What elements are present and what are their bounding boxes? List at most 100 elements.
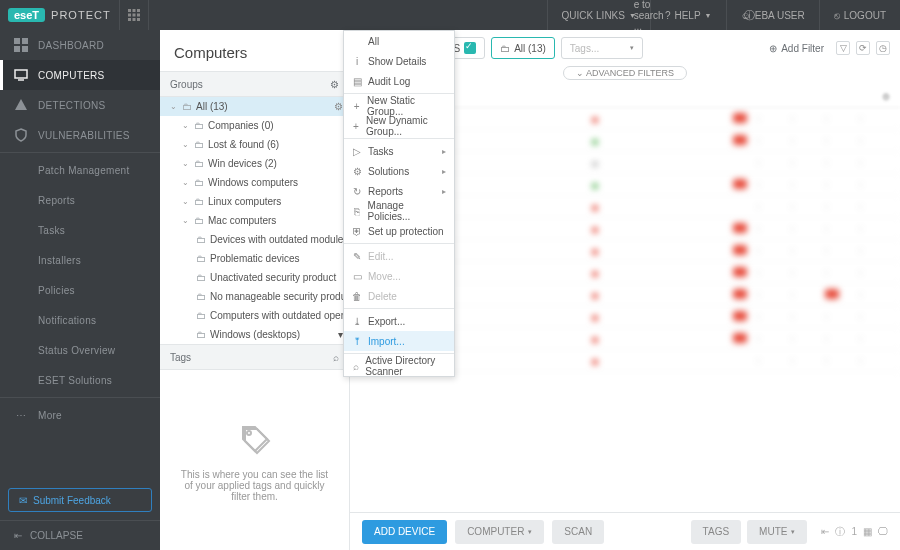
submit-feedback-button[interactable]: ✉Submit Feedback [8, 488, 152, 512]
gear-icon[interactable]: ⚙ [330, 79, 339, 90]
label: Add Filter [781, 43, 824, 54]
chevron-down-icon: ⌄ [182, 159, 190, 168]
tags-button[interactable]: TAGS [691, 520, 741, 544]
sidebar-item-reports[interactable]: Reports [0, 185, 160, 215]
ctx-item-ad-scanner[interactable]: ⌕Active Directory Scanner [344, 356, 454, 376]
tasks-icon [14, 223, 28, 237]
sidebar-item-detections[interactable]: DETECTIONS [0, 90, 160, 120]
gear-icon: ⚙ [352, 166, 362, 177]
sidebar-item-eset-solutions[interactable]: ESET Solutions [0, 365, 160, 395]
user-menu[interactable]: ☺EBA USER [726, 0, 819, 30]
tree-row[interactable]: ⌄🗀Mac computers [160, 211, 349, 230]
folder-icon: 🗀 [182, 101, 192, 112]
tree-row[interactable]: 🗀Devices with outdated modules [160, 230, 349, 249]
sidebar-item-notifications[interactable]: Notifications [0, 305, 160, 335]
tree-row[interactable]: 🗀Computers with outdated operating s... [160, 306, 349, 325]
chevron-down-icon: ⌄ [182, 121, 190, 130]
sidebar-item-installers[interactable]: Installers [0, 245, 160, 275]
chevron-down-icon: ⌄ [182, 197, 190, 206]
search-placeholder: e to search ... [634, 0, 664, 32]
sidebar-item-status[interactable]: Status Overview [0, 335, 160, 365]
brand[interactable]: eseT PROTECT [0, 8, 119, 22]
logout-link[interactable]: ⎋LOGOUT [819, 0, 900, 30]
funnel-icon[interactable]: ▽ [836, 41, 850, 55]
svg-rect-8 [137, 18, 140, 21]
label: Export... [368, 316, 405, 327]
tree-label: Problematic devices [210, 253, 299, 264]
ctx-item-delete: 🗑Delete [344, 286, 454, 306]
tree-row[interactable]: ⌄🗀Companies (0) [160, 116, 349, 135]
tree-label: Computers with outdated operating s... [210, 310, 349, 321]
ctx-item-new-dynamic[interactable]: +New Dynamic Group... [344, 116, 454, 136]
clock-icon[interactable]: ◷ [876, 41, 890, 55]
sidebar: DASHBOARD COMPUTERS DETECTIONS VULNERABI… [0, 30, 160, 550]
sidebar-item-label: Reports [38, 195, 75, 206]
help-circle-icon[interactable]: ⓘ [744, 8, 755, 23]
tree-row[interactable]: 🗀No manageable security product [160, 287, 349, 306]
ctx-item-tasks[interactable]: ▷Tasks▸ [344, 141, 454, 161]
tree-label: Win devices (2) [208, 158, 277, 169]
collapse-button[interactable]: ⇤COLLAPSE [0, 520, 160, 550]
label: ADVANCED FILTERS [586, 68, 674, 78]
sidebar-item-tasks[interactable]: Tasks [0, 215, 160, 245]
all-filter-pill[interactable]: 🗀All (13) [491, 37, 555, 59]
plus-icon: ⊕ [769, 43, 777, 54]
monitor-icon[interactable]: 🖵 [878, 525, 888, 539]
panel-title: Computers [160, 30, 349, 71]
grid-icon[interactable]: ▦ [863, 525, 872, 539]
apps-grid-icon[interactable] [119, 0, 149, 30]
gear-icon[interactable]: ⚙ [334, 101, 343, 112]
scan-button[interactable]: SCAN [552, 520, 604, 544]
tree-row[interactable]: ⌄🗀Windows computers [160, 173, 349, 192]
sidebar-item-policies[interactable]: Policies [0, 275, 160, 305]
ctx-item-manage-policies[interactable]: ⎘Manage Policies... [344, 201, 454, 221]
tree-row[interactable]: ⌄ 🗀 Win devices (2) [160, 154, 349, 173]
collapse-label: COLLAPSE [30, 530, 83, 541]
ctx-item-new-static[interactable]: +New Static Group... [344, 96, 454, 116]
add-filter-button[interactable]: ⊕ Add Filter [769, 43, 824, 54]
tree-row[interactable]: 🗀Unactivated security product [160, 268, 349, 287]
tree-label: Companies (0) [208, 120, 274, 131]
solutions-icon [14, 373, 28, 387]
chevron-down-icon: ⌄ [182, 140, 190, 149]
ctx-item-show-details[interactable]: iShow Details [344, 51, 454, 71]
sidebar-item-patch[interactable]: Patch Management [0, 155, 160, 185]
ctx-item-audit-log[interactable]: ▤Audit Log [344, 71, 454, 91]
tree-row[interactable]: ⌄🗀Lost & found (6) [160, 135, 349, 154]
divider [0, 397, 160, 398]
tree-row[interactable]: 🗀Problematic devices [160, 249, 349, 268]
folder-icon: 🗀 [194, 158, 204, 169]
tags-filter-pill[interactable]: Tags...▾ [561, 37, 643, 59]
tree-row-all[interactable]: ⌄🗀All (13)⚙ [160, 97, 349, 116]
patch-icon [14, 163, 28, 177]
page-first-icon[interactable]: ⇤ [821, 525, 829, 539]
sidebar-item-label: Installers [38, 255, 81, 266]
computer-button[interactable]: COMPUTER▾ [455, 520, 544, 544]
move-icon: ▭ [352, 271, 362, 282]
add-device-button[interactable]: ADD DEVICE [362, 520, 447, 544]
ctx-item-setup-protection[interactable]: ⛨Set up protection [344, 221, 454, 241]
plus-icon: + [352, 121, 360, 132]
ctx-item-all[interactable]: All [344, 31, 454, 51]
label: Edit... [368, 251, 394, 262]
ctx-item-import[interactable]: ⤒Import... [344, 331, 454, 351]
sidebar-item-dashboard[interactable]: DASHBOARD [0, 30, 160, 60]
sidebar-item-computers[interactable]: COMPUTERS [0, 60, 160, 90]
chevron-down-icon: ⌄ [182, 216, 190, 225]
mute-button[interactable]: MUTE▾ [747, 520, 807, 544]
sidebar-item-more[interactable]: ⋯More [0, 400, 160, 430]
refresh-icon[interactable]: ⟳ [856, 41, 870, 55]
tree-row[interactable]: ⌄🗀Linux computers [160, 192, 349, 211]
ctx-item-export[interactable]: ⤓Export... [344, 311, 454, 331]
tree-label: Lost & found (6) [208, 139, 279, 150]
info-icon[interactable]: ⓘ [835, 525, 845, 539]
policies-icon [14, 283, 28, 297]
label: Move... [368, 271, 401, 282]
advanced-filters-button[interactable]: ⌄ ADVANCED FILTERS [563, 66, 687, 80]
ctx-item-solutions[interactable]: ⚙Solutions▸ [344, 161, 454, 181]
sidebar-item-vulnerabilities[interactable]: VULNERABILITIES [0, 120, 160, 150]
tree-row[interactable]: 🗀Windows (desktops)▾ [160, 325, 349, 344]
groups-panel: Computers Groups ⚙ ⌄🗀All (13)⚙ ⌄🗀Compani… [160, 30, 350, 550]
search-icon[interactable]: ⌕ [333, 352, 339, 363]
ctx-item-reports[interactable]: ↻Reports▸ [344, 181, 454, 201]
